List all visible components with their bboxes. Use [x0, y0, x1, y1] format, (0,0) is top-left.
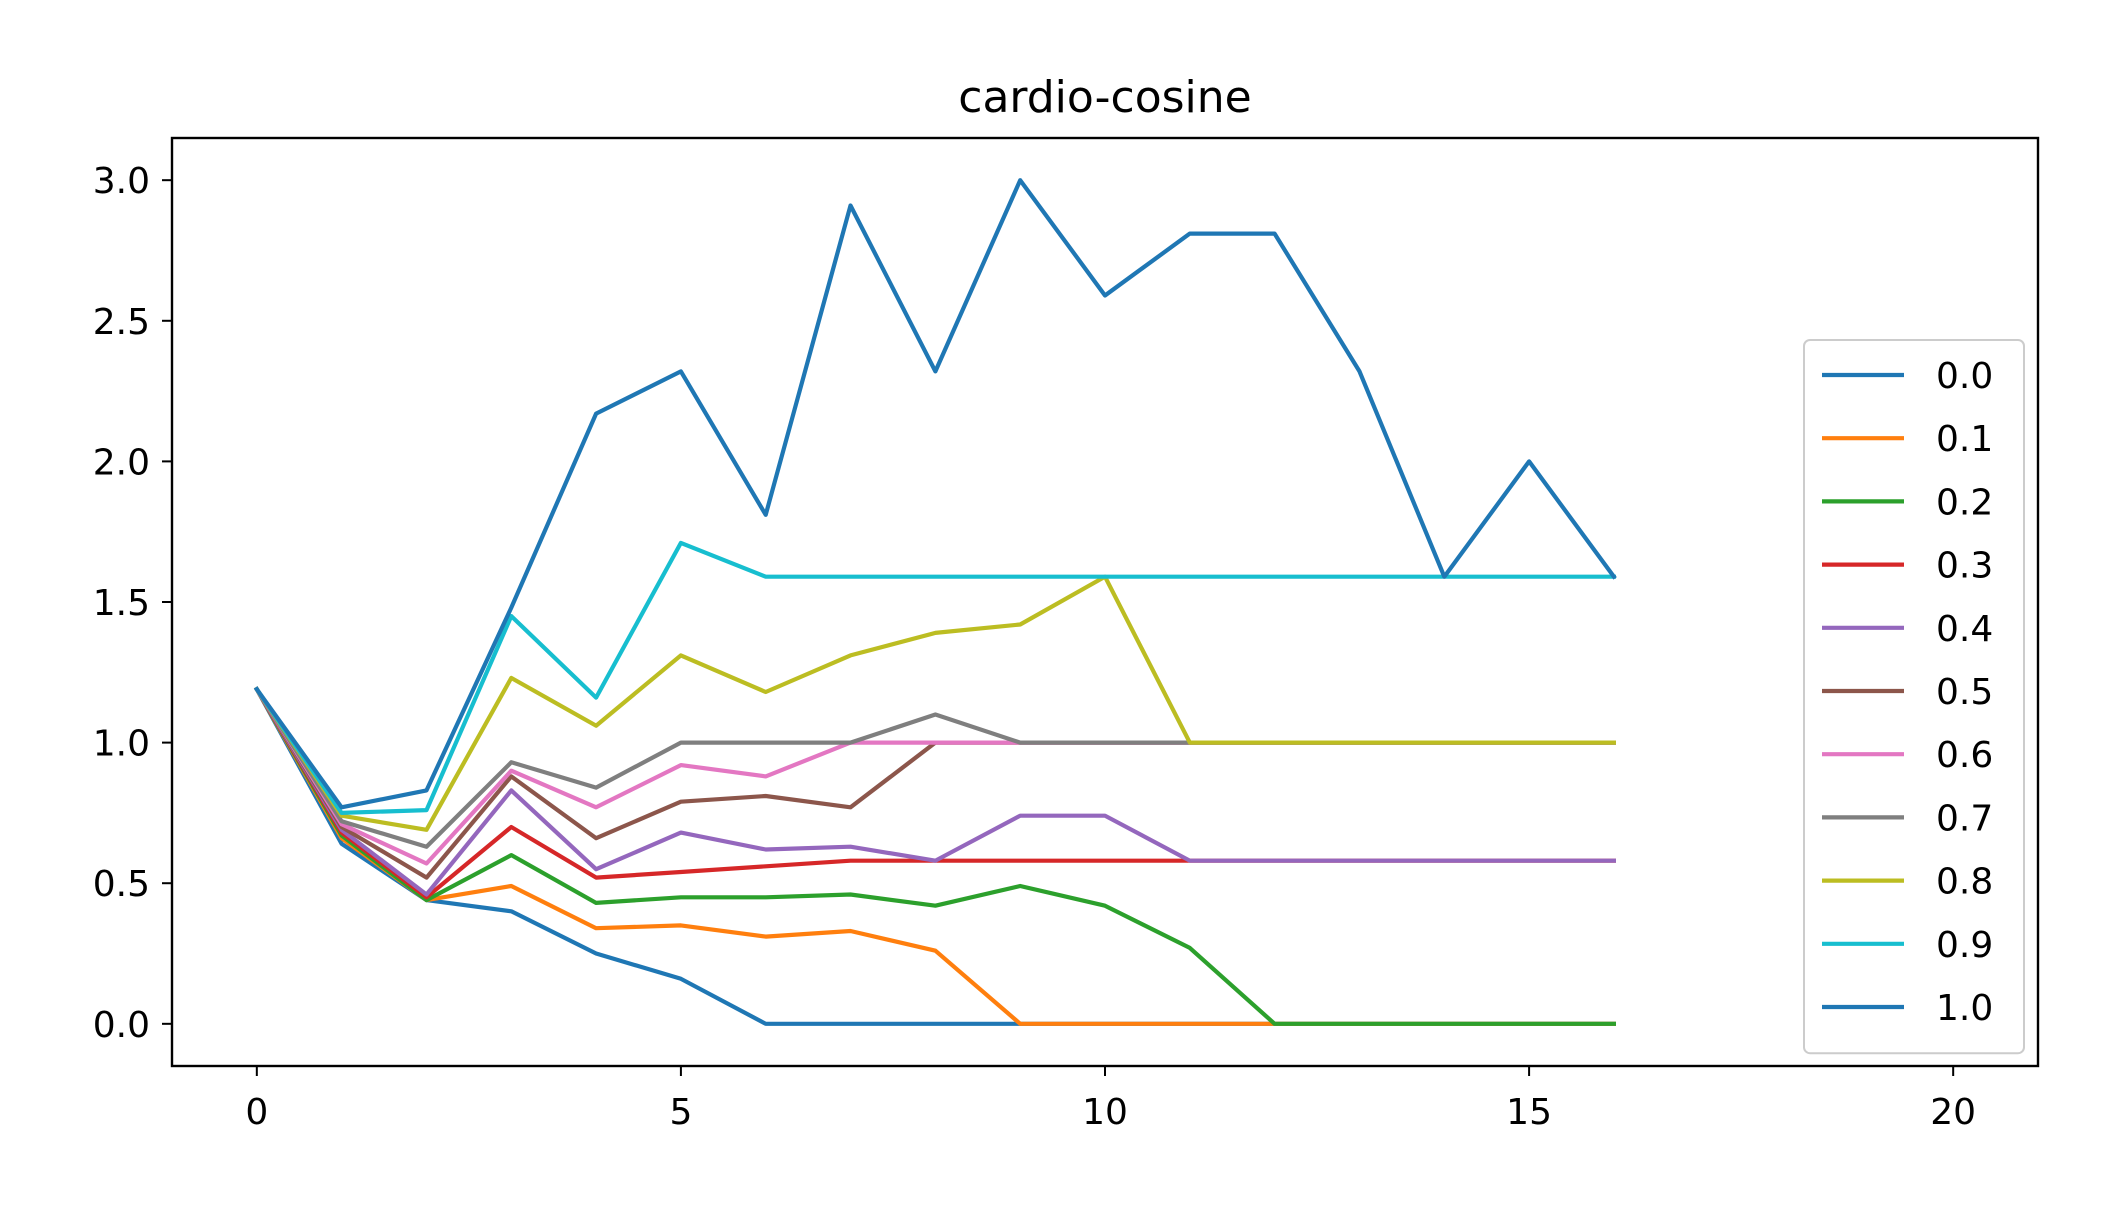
x-tick-label: 0 — [245, 1092, 268, 1133]
legend-label-0.7: 0.7 — [1936, 798, 1993, 839]
legend-label-0.4: 0.4 — [1936, 609, 1993, 650]
x-tick-label: 20 — [1930, 1092, 1976, 1133]
legend-label-0.8: 0.8 — [1936, 862, 1993, 903]
series-line-0.8 — [253, 574, 1617, 832]
legend-label-0.6: 0.6 — [1936, 735, 1993, 776]
legend-label-0.5: 0.5 — [1936, 672, 1993, 713]
legend-label-0.3: 0.3 — [1936, 546, 1993, 587]
legend-label-0.2: 0.2 — [1936, 482, 1993, 523]
y-tick-label: 3.0 — [93, 161, 150, 202]
x-tick-label: 10 — [1082, 1092, 1128, 1133]
y-tick-label: 0.5 — [93, 864, 150, 905]
legend: 0.0 0.1 0.2 0.3 0.4 0.5 0.6 0.7 0.8 0.9 1.0 — [1803, 339, 2025, 1055]
series-line-0.9 — [253, 540, 1617, 816]
chart-title: cardio-cosine — [958, 72, 1251, 123]
series-layer — [253, 178, 1617, 1026]
legend-label-1.0: 1.0 — [1936, 988, 1993, 1029]
series-line-0.4 — [253, 686, 1617, 897]
y-axis: 0.0 0.5 1.0 1.5 2.0 2.5 3.0 — [93, 161, 172, 1046]
x-tick-label: 5 — [669, 1092, 692, 1133]
series-line-1.0 — [253, 178, 1617, 810]
y-tick-label: 1.5 — [93, 583, 150, 624]
x-tick-label: 15 — [1506, 1092, 1552, 1133]
y-tick-label: 1.0 — [93, 724, 150, 765]
legend-label-0.9: 0.9 — [1936, 925, 1993, 966]
y-tick-label: 2.0 — [93, 442, 150, 483]
x-axis: 0 5 10 15 20 — [245, 1066, 1976, 1133]
legend-label-0.0: 0.0 — [1936, 356, 1993, 397]
y-tick-label: 0.0 — [93, 1005, 150, 1046]
y-tick-label: 2.5 — [93, 302, 150, 343]
legend-label-0.1: 0.1 — [1936, 419, 1993, 460]
legend-box — [1803, 339, 2025, 1055]
series-line-0.2 — [253, 686, 1617, 1026]
